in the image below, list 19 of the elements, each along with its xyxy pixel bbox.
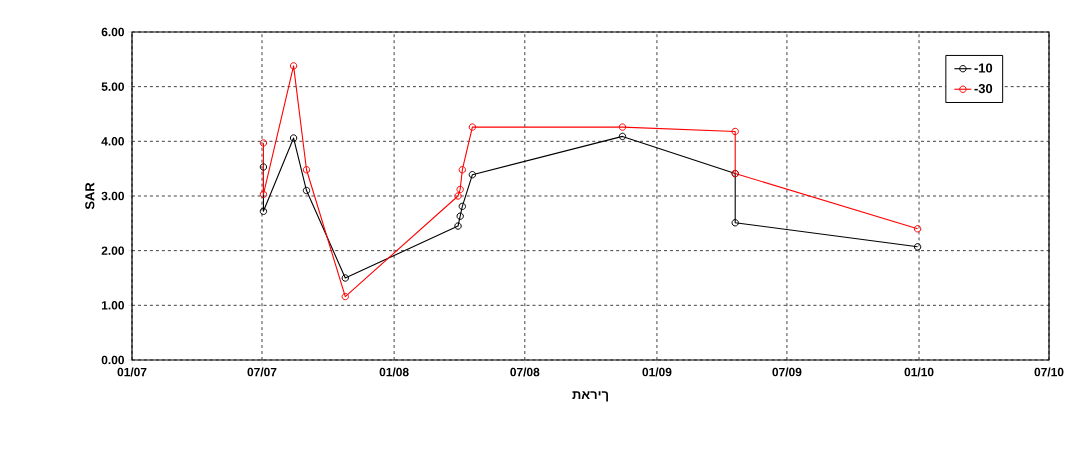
x-tick-label: 01/10 [904, 367, 934, 377]
y-tick-label: 0.00 [101, 355, 124, 365]
legend-label: -30 [974, 83, 993, 94]
y-tick-label: 2.00 [101, 246, 124, 255]
y-axis-title: SAR [85, 182, 95, 210]
x-tick-label: 07/09 [772, 367, 802, 377]
x-tick-label: 01/09 [642, 367, 672, 377]
legend-label: -10 [974, 63, 993, 73]
y-tick-label: 3.00 [101, 191, 124, 201]
y-tick-label: 4.00 [101, 137, 124, 146]
x-tick-label: 01/07 [117, 367, 147, 377]
y-tick-label: 1.00 [101, 301, 124, 310]
y-tick-label: 5.00 [101, 82, 124, 91]
x-tick-label: 07/07 [247, 367, 277, 377]
x-tick-label: 01/08 [379, 367, 409, 377]
x-tick-label: 07/08 [510, 367, 540, 377]
y-tick-label: 6.00 [101, 27, 124, 37]
x-tick-label: 07/10 [1034, 367, 1064, 377]
x-axis-title: תאריך [572, 391, 608, 402]
